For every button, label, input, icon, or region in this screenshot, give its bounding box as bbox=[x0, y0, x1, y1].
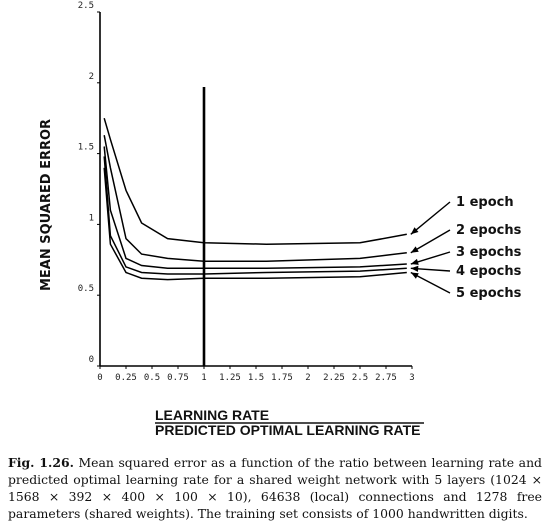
x-tick-label: 1 bbox=[201, 373, 206, 383]
series-line-3 bbox=[103, 146, 407, 270]
legend-arrowhead-1 bbox=[410, 227, 419, 235]
y-axis-label: MEAN SQUARED ERROR bbox=[39, 119, 54, 291]
series-line-2 bbox=[103, 135, 407, 262]
legend-label-5: 5 epochs bbox=[456, 286, 522, 301]
legend-arrowhead-4 bbox=[410, 265, 419, 272]
tick-labels: 0 0.25 0.5 0.75 1 1.25 1.5 1.75 2 2.25 2.5 2.75 3 0 0.… bbox=[78, 1, 415, 383]
figure-caption: Fig. 1.26. Mean squared error as a funct… bbox=[8, 454, 542, 522]
x-tick-label: 0.75 bbox=[167, 373, 189, 383]
legend-pointer-5 bbox=[410, 271, 451, 294]
legend-label-4: 4 epochs bbox=[456, 264, 522, 279]
x-tick-label: 2.75 bbox=[375, 373, 397, 383]
legend-label-1: 1 epoch bbox=[456, 195, 514, 210]
legend-arrowhead-5 bbox=[410, 272, 419, 279]
legend-label-3: 3 epochs bbox=[456, 245, 522, 260]
y-tick-label: 1.5 bbox=[78, 143, 94, 153]
series-line-5 bbox=[103, 167, 407, 281]
series-lines bbox=[103, 117, 407, 281]
x-axis-label-denominator: PREDICTED OPTIMAL LEARNING RATE bbox=[155, 422, 421, 438]
x-axis-label-numerator: LEARNING RATE bbox=[155, 407, 269, 423]
x-tick-label: 2.5 bbox=[352, 373, 368, 383]
y-tick-label: 2.5 bbox=[78, 1, 94, 11]
axes bbox=[99, 12, 412, 367]
x-tick-label: 2 bbox=[305, 373, 310, 383]
y-tick-label: 2 bbox=[89, 72, 94, 82]
y-tick-label: 0 bbox=[89, 355, 94, 365]
x-tick-label: 0 bbox=[97, 373, 102, 383]
legend-label-2: 2 epochs bbox=[456, 223, 522, 238]
caption-text: Mean squared error as a function of the … bbox=[8, 455, 542, 521]
legend-arrowhead-2 bbox=[410, 246, 419, 253]
x-tick-label: 1.75 bbox=[271, 373, 293, 383]
legend-arrowhead-3 bbox=[410, 258, 419, 265]
legend-pointer-2 bbox=[410, 229, 451, 254]
x-tick-label: 1.25 bbox=[219, 373, 241, 383]
x-tick-label: 3 bbox=[409, 373, 414, 383]
y-tick-label: 0.5 bbox=[78, 284, 94, 294]
x-tick-label: 1.5 bbox=[248, 373, 264, 383]
legend: 1 epoch 2 epochs 3 epochs 4 epochs 5 epochs bbox=[410, 195, 522, 301]
x-tick-label: 0.25 bbox=[115, 373, 137, 383]
series-line-4 bbox=[103, 156, 407, 275]
x-tick-label: 0.5 bbox=[144, 373, 160, 383]
y-tick-label: 1 bbox=[89, 213, 94, 223]
x-tick-label: 2.25 bbox=[323, 373, 345, 383]
chart: 0 0.25 0.5 0.75 1 1.25 1.5 1.75 2 2.25 2.5 2.75 3 0 0.… bbox=[39, 1, 522, 438]
figure-label: Fig. 1.26. bbox=[8, 455, 74, 470]
series-line-1 bbox=[103, 117, 407, 245]
legend-pointer-1 bbox=[410, 201, 451, 235]
